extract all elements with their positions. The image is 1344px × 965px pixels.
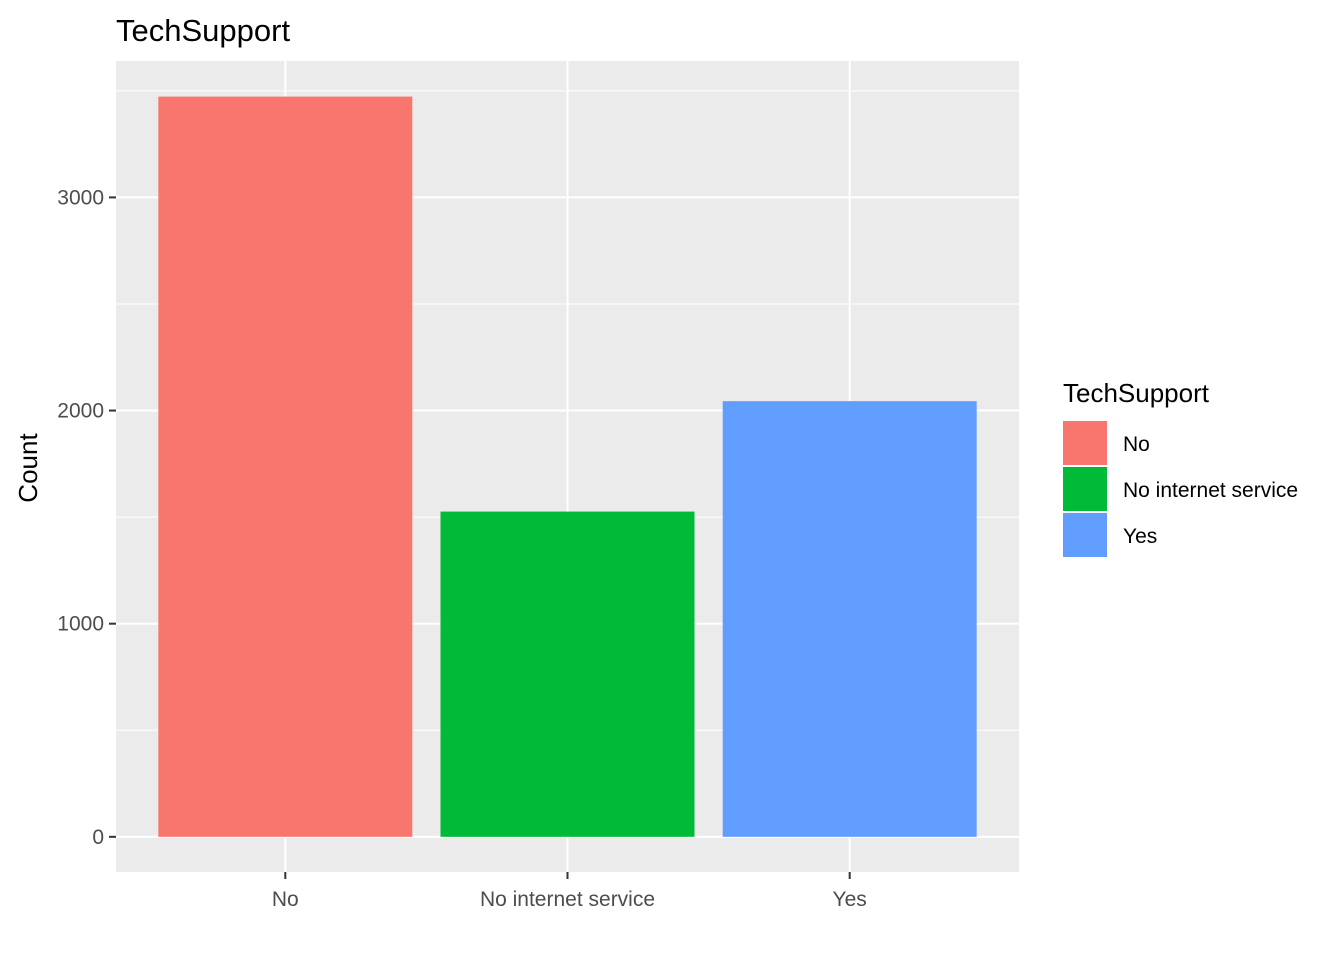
x-tick-label: No [272,888,299,911]
chart-title: TechSupport [116,13,290,48]
x-tick-label: No internet service [480,888,655,911]
y-tick-label: 0 [92,826,104,849]
legend-label: Yes [1123,525,1157,548]
legend-title: TechSupport [1063,378,1210,408]
bars-group [158,96,977,837]
bar-no [158,96,413,837]
x-axis: No No internet service Yes [272,872,867,911]
legend-label: No internet service [1123,479,1298,502]
y-tick-label: 2000 [57,400,104,423]
y-tick-label: 3000 [57,186,104,209]
legend-key [1063,467,1107,511]
y-axis-label: Count [13,433,43,503]
legend-key [1063,421,1107,465]
y-tick-label: 1000 [57,613,104,636]
legend-key [1063,513,1107,557]
legend: TechSupport No No internet service Yes [1063,378,1298,557]
bar-yes [722,401,977,837]
bar-no-internet-service [440,511,695,837]
x-tick-label: Yes [833,888,867,911]
legend-label: No [1123,433,1150,456]
y-axis: 0 1000 2000 3000 [57,186,116,849]
